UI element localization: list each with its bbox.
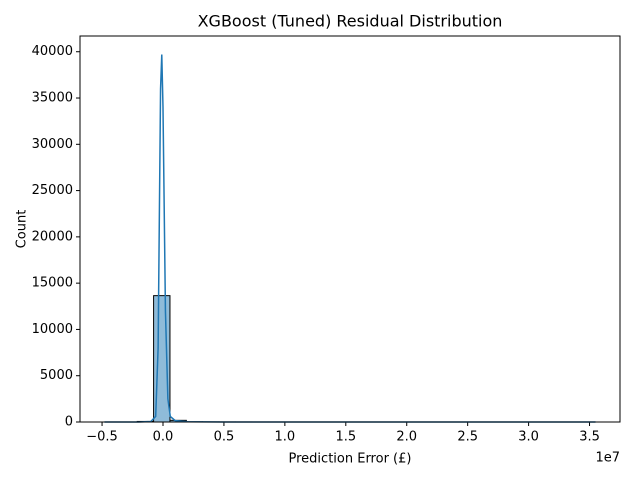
kde-line (104, 54, 596, 423)
y-tick-label: 30000 (32, 137, 73, 152)
y-tick-label: 10000 (32, 322, 73, 337)
x-tick-label: 3.0 (518, 430, 539, 445)
x-tick-label: 2.0 (396, 430, 417, 445)
chart-title: XGBoost (Tuned) Residual Distribution (198, 12, 503, 31)
x-tick-label: 2.5 (457, 430, 478, 445)
x-tick-label: 0.0 (153, 430, 174, 445)
x-offset-label: 1e7 (595, 451, 620, 466)
x-tick-label: 3.5 (579, 430, 600, 445)
plot-frame (79, 35, 621, 423)
y-tick-label: 5000 (40, 368, 73, 383)
x-tick-label: 1.0 (275, 430, 296, 445)
y-tick-label: 35000 (32, 91, 73, 106)
y-axis-label: Count (15, 210, 30, 249)
x-tick-label: 1.5 (335, 430, 356, 445)
y-tick-label: 40000 (32, 44, 73, 59)
x-axis-label: Prediction Error (£) (289, 452, 412, 467)
y-tick-label: 20000 (32, 229, 73, 244)
x-tick-label: 0.5 (214, 430, 235, 445)
y-tick-label: 25000 (32, 183, 73, 198)
y-tick-label: 15000 (32, 276, 73, 291)
x-tick-label: −0.5 (86, 430, 118, 445)
y-tick-label: 0 (65, 415, 73, 430)
